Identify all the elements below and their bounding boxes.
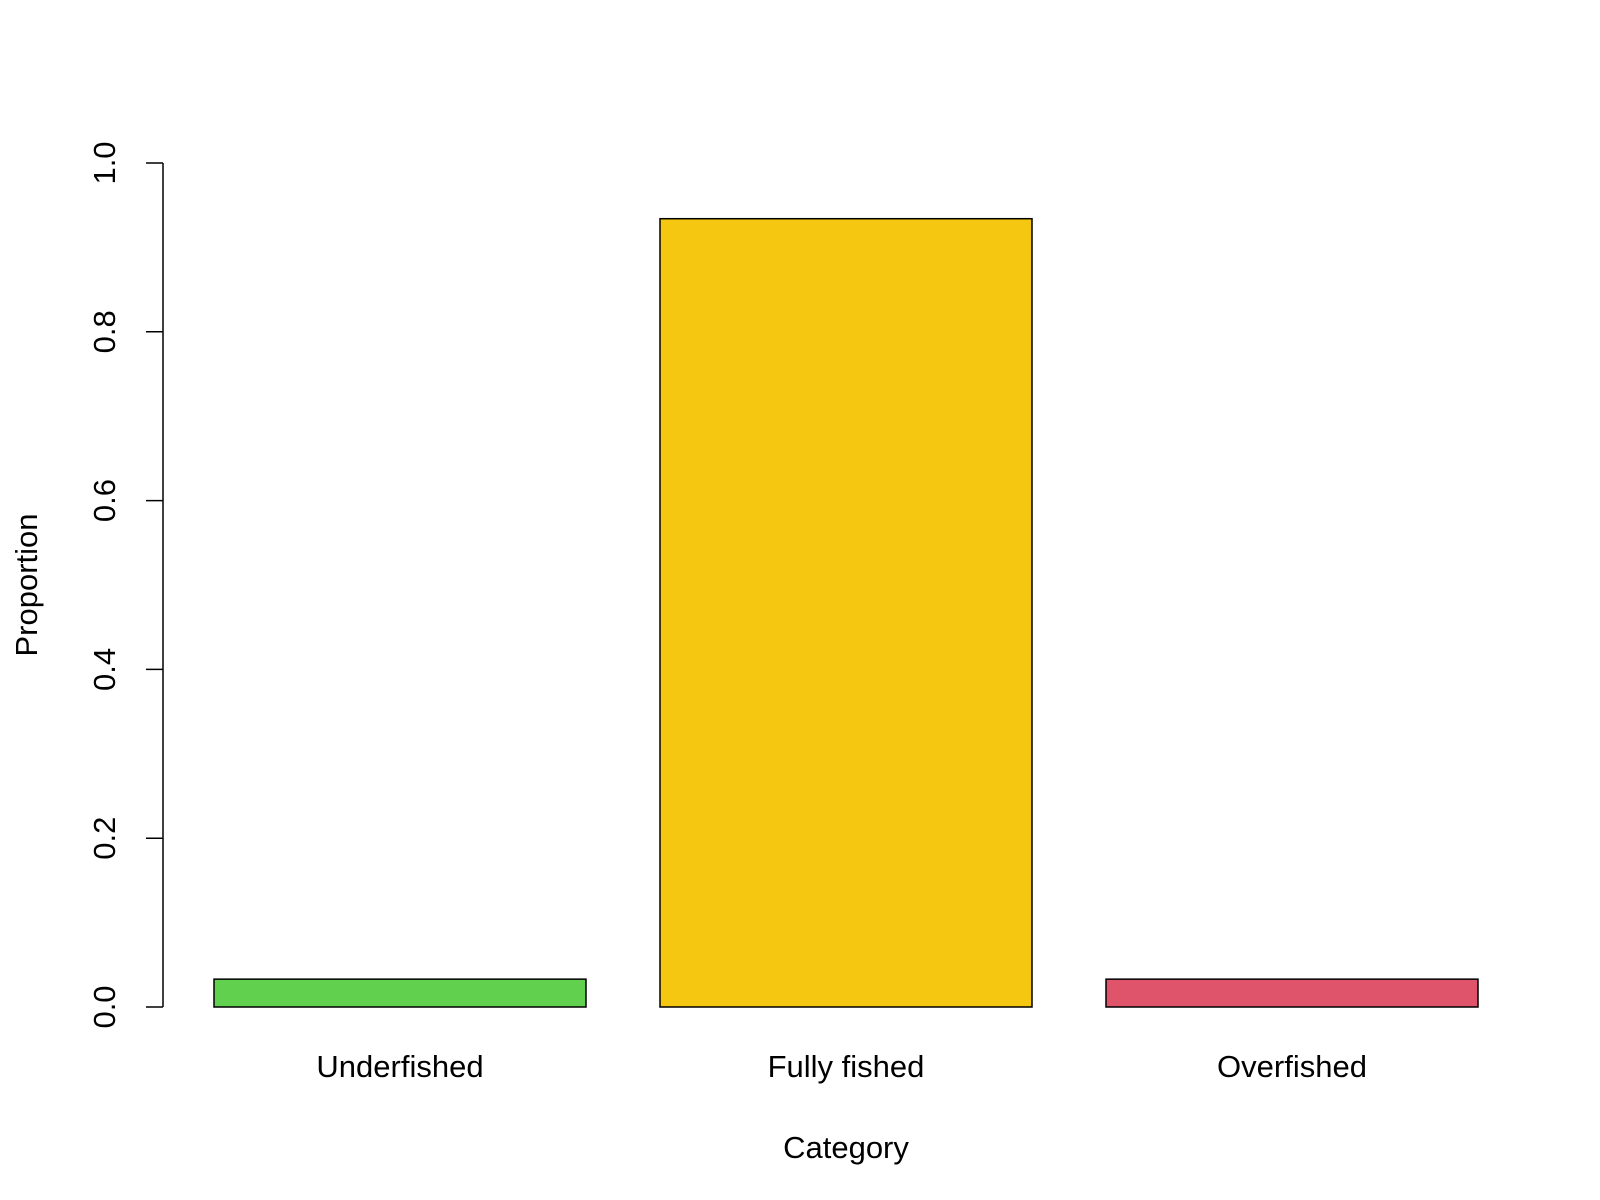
x-category-label: Fully fished xyxy=(768,1049,925,1084)
bar-underfished xyxy=(213,978,587,1008)
bars xyxy=(213,217,1479,1008)
bar-fully-fished xyxy=(659,217,1033,1008)
y-tick-label: 0.0 xyxy=(87,985,122,1028)
y-axis: 0.0 0.2 0.4 0.6 0.8 1.0 xyxy=(87,141,164,1029)
y-tick-label: 1.0 xyxy=(87,141,122,184)
y-tick-label: 0.4 xyxy=(87,648,122,691)
x-category-label: Underfished xyxy=(316,1049,483,1084)
x-axis-labels: Underfished Fully fished Overfished xyxy=(316,1049,1367,1084)
y-tick-label: 0.8 xyxy=(87,310,122,353)
bar-overfished xyxy=(1105,978,1479,1008)
y-tick-label: 0.2 xyxy=(87,817,122,860)
y-tick-label: 0.6 xyxy=(87,479,122,522)
x-axis-title: Category xyxy=(783,1130,909,1165)
y-axis-title: Proportion xyxy=(9,513,44,656)
x-category-label: Overfished xyxy=(1217,1049,1367,1084)
